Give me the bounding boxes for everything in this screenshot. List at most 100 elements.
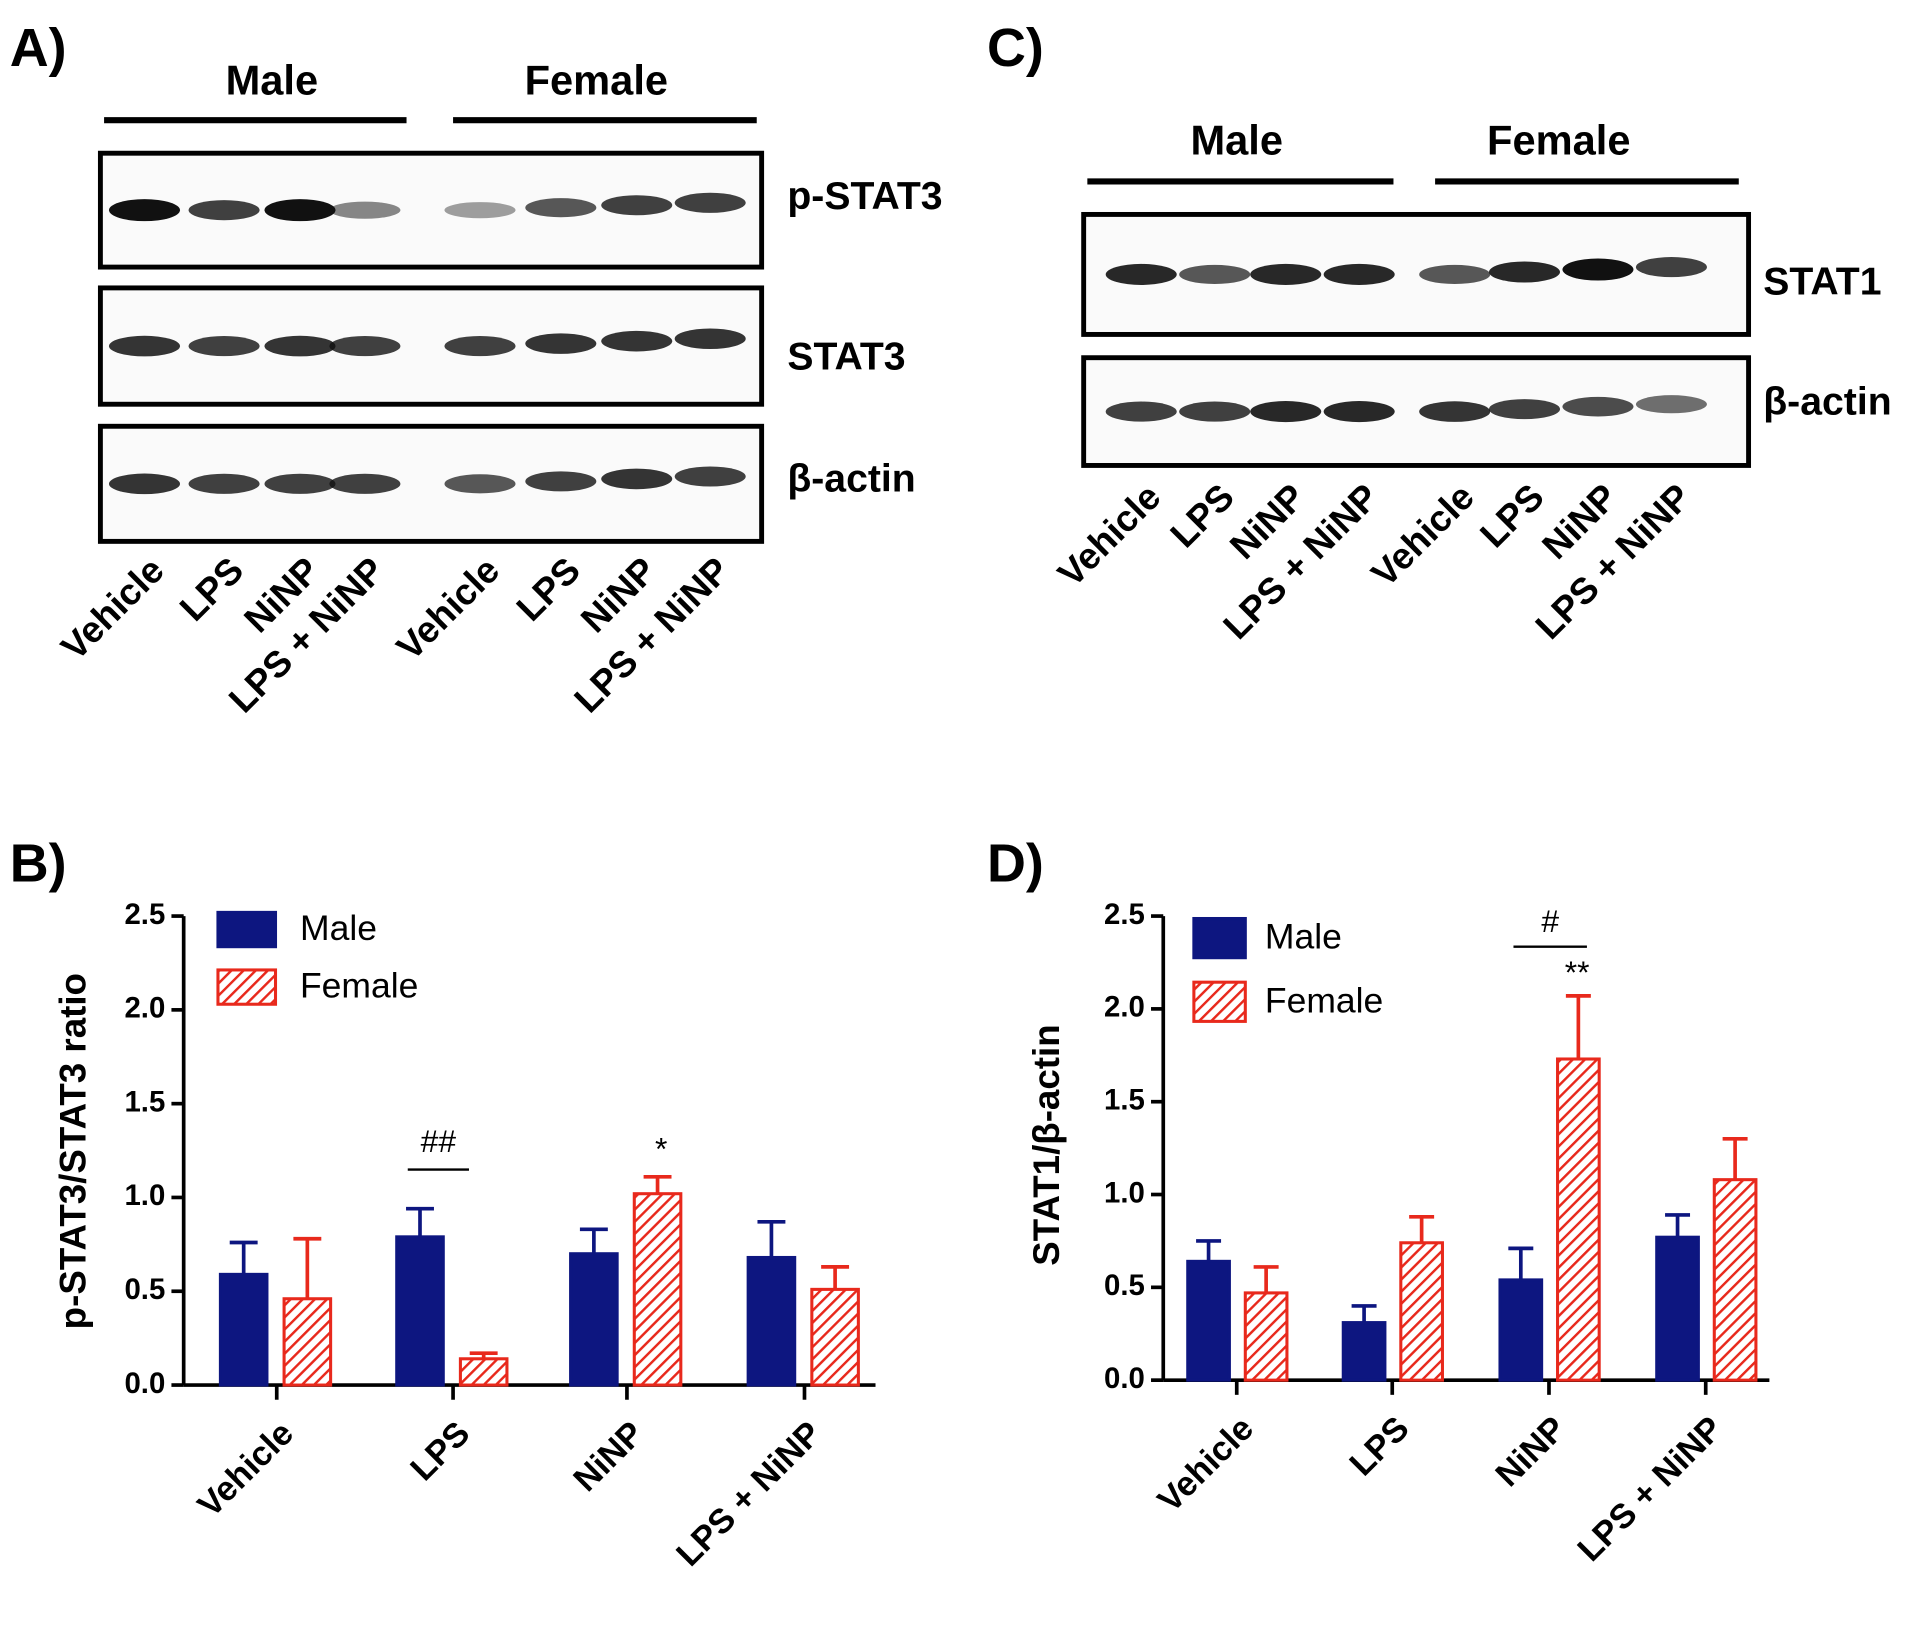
blot-band (444, 474, 516, 494)
blot-band (188, 473, 260, 494)
blot-band (264, 199, 336, 222)
legend-swatch (216, 968, 278, 1006)
x-tick-label: Vehicle (191, 1414, 301, 1524)
row-label: β-actin (787, 458, 915, 501)
blot-band (1105, 263, 1177, 285)
error-bar (1196, 1239, 1222, 1262)
x-tick-label: LPS (1343, 1409, 1417, 1483)
lane-label: LPS (509, 549, 588, 628)
y-axis-label: p-STAT3/STAT3 ratio (53, 973, 94, 1329)
blot-band (601, 195, 673, 216)
legend-label: Female (300, 966, 418, 1006)
lane-label: Vehicle (1363, 476, 1481, 594)
legend-swatch (1192, 980, 1247, 1023)
panel-label: A) (10, 18, 67, 78)
lane-label: LPS (172, 549, 251, 628)
bar (632, 1192, 683, 1387)
blot-band (525, 333, 597, 354)
blot-band (674, 328, 746, 350)
x-tick-label: LPS (403, 1414, 477, 1488)
y-tick-label: 2.5 (124, 898, 165, 931)
lane-label: Vehicle (53, 549, 171, 667)
y-axis-label: STAT1/β-actin (1026, 1024, 1067, 1265)
bar (810, 1287, 860, 1387)
bar (282, 1297, 333, 1387)
y-tick-label: 1.5 (124, 1085, 165, 1118)
bar (1341, 1321, 1387, 1382)
x-tick-label: LPS + NiNP (669, 1414, 828, 1573)
row-label: p-STAT3 (787, 175, 942, 218)
blot-band (525, 198, 597, 218)
panel-label: D) (987, 833, 1044, 893)
blot-band (329, 336, 401, 357)
blot-band (1562, 258, 1634, 281)
blot-band (264, 473, 336, 494)
y-tick-label: 1.0 (124, 1179, 165, 1212)
x-tick-label: NiNP (1489, 1409, 1574, 1494)
blot-band (1488, 399, 1560, 420)
error-bar (229, 1240, 258, 1275)
annotation: * (655, 1131, 667, 1167)
error-bar (1565, 994, 1591, 1060)
blot-band (108, 335, 180, 357)
bar (746, 1255, 797, 1387)
error-bar (1508, 1246, 1534, 1280)
x-tick-label: LPS + NiNP (1571, 1409, 1730, 1568)
error-bar (1665, 1213, 1691, 1238)
blot-band (188, 336, 260, 357)
y-tick-label: 2.0 (1104, 991, 1145, 1024)
bar (1655, 1235, 1700, 1382)
blot-band (1250, 401, 1322, 423)
blot-band (674, 192, 746, 213)
y-tick-label: 0.0 (124, 1367, 165, 1400)
blot-band (1323, 263, 1395, 285)
y-tick-label: 2.5 (1104, 898, 1145, 931)
blot-band (1105, 401, 1177, 422)
panel-label: B) (10, 833, 67, 893)
legend-swatch (216, 910, 278, 949)
row-label: β-actin (1763, 381, 1891, 424)
bar (395, 1235, 445, 1387)
error-bar (643, 1174, 672, 1194)
blot-band (1419, 264, 1491, 284)
error-bar (1253, 1265, 1279, 1293)
lane-label: Vehicle (1050, 476, 1168, 594)
blot-band (1635, 395, 1707, 414)
bar (1712, 1178, 1758, 1382)
error-bar (293, 1236, 322, 1299)
bar (1399, 1241, 1444, 1382)
blot-band (108, 199, 180, 222)
y-tick-label: 0.5 (124, 1273, 165, 1306)
blot-band (1179, 401, 1251, 422)
error-bar (579, 1227, 608, 1254)
legend-label: Male (300, 908, 377, 948)
blot-band (444, 336, 516, 357)
blot-band (601, 468, 673, 490)
annotation: ** (1565, 954, 1590, 990)
group-label: Female (525, 56, 668, 103)
bar (569, 1252, 619, 1387)
annotation: # (1541, 903, 1559, 939)
y-tick-label: 0.0 (1104, 1362, 1145, 1395)
error-bar (1722, 1136, 1748, 1180)
blot-band (601, 330, 673, 352)
blot-band (1419, 401, 1491, 422)
blot-band (108, 473, 180, 495)
legend-label: Male (1265, 917, 1342, 957)
annotation: ## (421, 1123, 457, 1159)
blot-band (264, 335, 336, 357)
error-bar (1351, 1304, 1377, 1323)
bar (1186, 1259, 1231, 1382)
lane-label: Vehicle (389, 549, 507, 667)
blot-band (1635, 257, 1707, 278)
bar (218, 1272, 269, 1387)
blot-band (329, 473, 401, 494)
blot-band (188, 200, 260, 221)
blot-band (1323, 401, 1395, 423)
bar (1243, 1291, 1289, 1382)
error-bar (757, 1220, 786, 1258)
row-label: STAT3 (787, 335, 905, 378)
x-tick-label: NiNP (566, 1414, 651, 1499)
